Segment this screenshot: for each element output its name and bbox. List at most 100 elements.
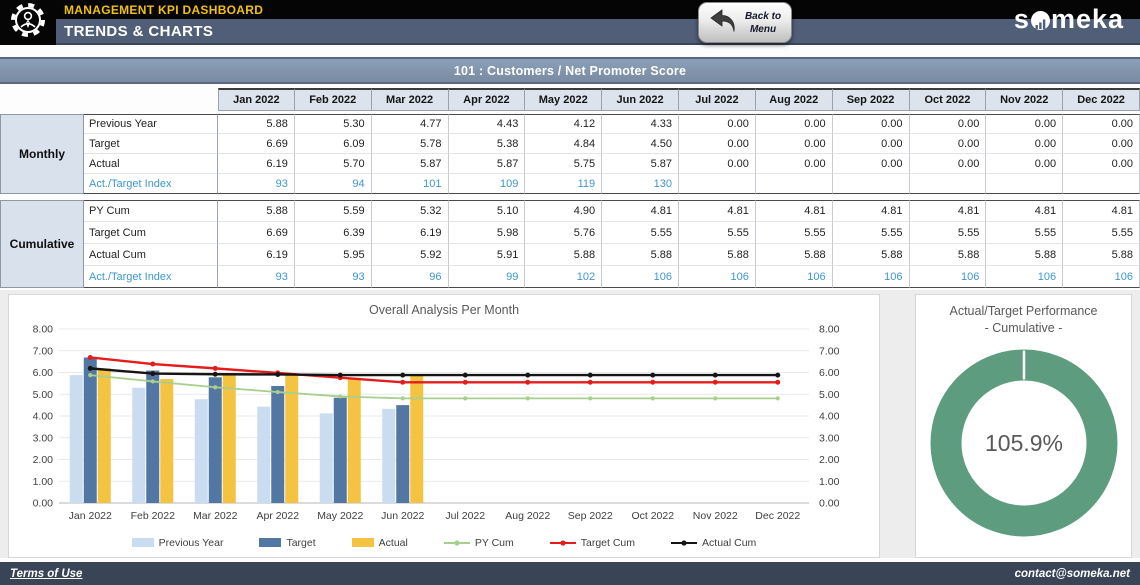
legend-line-swatch [443,540,470,546]
legend-label: Target Cum [580,536,636,549]
bar [194,399,208,503]
y-axis-label-left: 6.00 [33,367,54,379]
line-marker [525,396,530,401]
table-cell: 106 [679,266,756,288]
table-cell: 4.84 [525,134,603,154]
kpi-section-title: 101 : Customers / Net Promoter Score [453,63,687,78]
table-cell: 130 [602,174,679,194]
legend-label: Actual [378,536,408,549]
contact-link[interactable]: contact@someka.net [1014,567,1130,580]
legend-label: Actual Cum [702,536,757,549]
legend-item: Previous Year [131,537,223,549]
line-marker [337,372,343,378]
month-header: Jan 2022 [218,88,295,111]
table-cell: 0.00 [755,154,833,174]
row-label: Actual Cum [84,244,218,266]
kpi-section-bar: 101 : Customers / Net Promoter Score [0,57,1140,84]
line-marker [525,379,531,385]
row-label: Target Cum [84,222,218,244]
line-marker [462,372,468,378]
header-slate-strip [0,19,1140,45]
charts-area: Overall Analysis Per Month 0.00 0.00 1.00 1… [0,290,1140,558]
month-header: Jun 2022 [602,88,679,111]
line-marker [587,372,593,378]
y-axis-label-left: 0.00 [33,497,54,509]
table-cell: 6.09 [294,134,372,154]
table-cell: 5.88 [679,244,756,266]
line-marker [275,371,281,377]
table-cell: 0.00 [832,134,910,154]
table-cell: 5.88 [986,244,1064,266]
table-cell: 0.00 [832,114,910,134]
line-marker [212,365,218,371]
line-marker [400,379,406,385]
table-cell: 4.33 [602,114,679,134]
line-marker [150,370,156,376]
table-cell: 6.19 [371,222,449,244]
someka-logo: s meka [1014,6,1124,33]
table-cell: 4.50 [602,134,679,154]
table-cell: 0.00 [679,134,756,154]
back-arrow-icon [709,7,739,38]
table-cell: 6.69 [218,222,295,244]
table-cell: 5.98 [448,222,526,244]
month-header: Sep 2022 [832,88,910,111]
y-axis-label-left: 8.00 [33,323,54,335]
combo-chart-title: Overall Analysis Per Month [368,303,520,317]
month-header: May 2022 [525,88,603,111]
legend-marker [560,540,566,546]
line-marker [338,394,343,399]
donut-chart: 105.9% [930,349,1117,537]
line-marker [88,372,93,378]
line-series [90,374,778,400]
overall-analysis-chart-panel: Overall Analysis Per Month 0.00 0.00 1.00 1… [8,294,880,558]
top-black-strip [0,0,1140,19]
table-cell: 5.55 [755,222,833,244]
table-cell: 5.87 [602,154,679,174]
table-cell: 0.00 [755,114,833,134]
table-cell: 0.00 [1063,154,1140,174]
table-cell: 6.19 [218,244,295,266]
logo-text-end: meka [1050,4,1124,34]
x-axis-label: Sep 2022 [568,510,613,522]
terms-of-use-link[interactable]: Terms of Use [10,567,83,580]
someka-logo-o-icon [1030,11,1050,30]
legend-item: Actual [351,536,408,549]
y-axis-label-right: 8.00 [819,323,840,335]
row-label: Actual [84,154,218,174]
month-header: Oct 2022 [909,88,987,111]
table-cell: 0.00 [755,134,833,154]
legend-swatch [131,538,154,548]
y-axis-label-left: 3.00 [33,432,54,444]
month-header: Aug 2022 [755,88,833,111]
y-axis-label-left: 5.00 [33,389,54,401]
row-label: Target [84,134,218,154]
table-cell: 5.88 [832,244,910,266]
bar [257,406,271,503]
y-axis-label-right: 3.00 [819,432,840,444]
y-axis-label-right: 5.00 [819,389,840,401]
line-marker [775,396,780,401]
line-series [90,367,778,377]
legend-item: Target [259,537,316,549]
table-cell [679,174,756,194]
table-cell: 0.00 [909,154,987,174]
legend-label: PY Cum [474,536,514,549]
table-cell: 5.88 [602,244,679,266]
month-header: Dec 2022 [1063,88,1140,111]
bar [97,368,111,503]
table-cell: 4.81 [832,200,910,222]
table-cell: 93 [218,174,295,194]
line-marker [87,365,93,371]
back-to-menu-button[interactable]: Back to Menu [698,2,792,43]
table-cell: 5.55 [679,222,756,244]
line-marker [712,372,718,378]
x-axis-label: Apr 2022 [256,510,299,522]
gear-box [0,0,56,45]
table-cell: 5.30 [294,114,372,134]
x-axis-label: Feb 2022 [131,510,176,522]
table-cell: 0.00 [986,134,1064,154]
back-button-label: Back to Menu [744,10,782,35]
table-cell: 93 [294,266,372,288]
line-marker [650,379,656,385]
